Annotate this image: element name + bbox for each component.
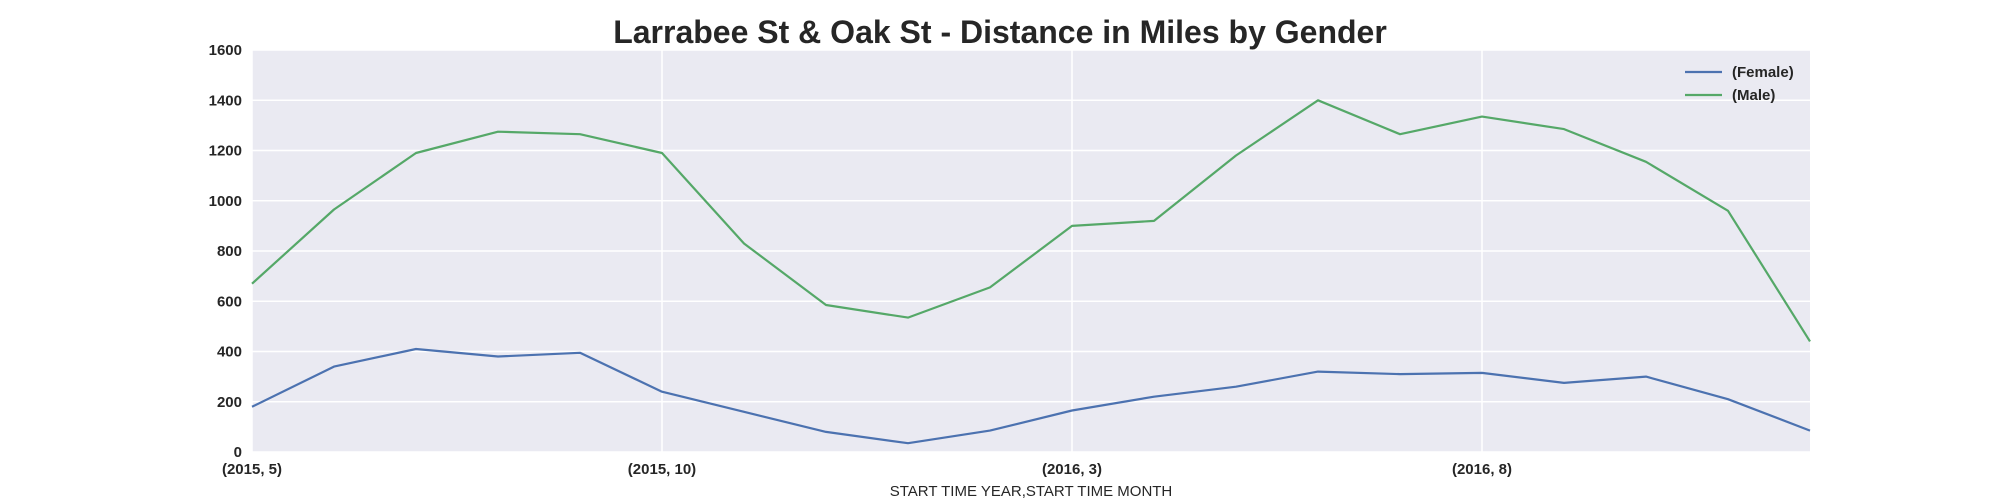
x-tick-label: (2016, 3)	[1042, 461, 1102, 478]
series-line-female	[251, 347, 1811, 445]
series-lines	[251, 99, 1811, 445]
legend: (Female) (Male)	[1685, 64, 1794, 104]
chart-title: Larrabee St & Oak St - Distance in Miles…	[613, 14, 1387, 50]
y-tick-label: 1000	[209, 193, 242, 210]
legend-label: (Female)	[1732, 64, 1794, 81]
gridlines	[251, 49, 1810, 453]
legend-label: (Male)	[1732, 87, 1775, 104]
x-tick-label: (2015, 10)	[628, 461, 696, 478]
y-tick-label: 400	[217, 344, 242, 361]
series-line-male	[251, 99, 1811, 342]
x-tick-label: (2016, 8)	[1452, 461, 1512, 478]
y-tick-label: 800	[217, 243, 242, 260]
y-tick-label: 200	[217, 394, 242, 411]
y-tick-label: 600	[217, 293, 242, 310]
y-tick-label: 0	[234, 444, 242, 461]
x-axis-ticks: (2015, 5) (2015, 10) (2016, 3) (2016, 8)	[222, 461, 1512, 478]
y-tick-label: 1200	[209, 143, 242, 160]
y-tick-label: 1600	[209, 42, 242, 59]
x-tick-label: (2015, 5)	[222, 461, 282, 478]
y-tick-label: 1400	[209, 92, 242, 109]
y-axis-ticks: 0 200 400 600 800 1000 1200 1400 1600	[209, 42, 242, 461]
x-axis-label: START TIME YEAR,START TIME MONTH	[890, 483, 1173, 500]
